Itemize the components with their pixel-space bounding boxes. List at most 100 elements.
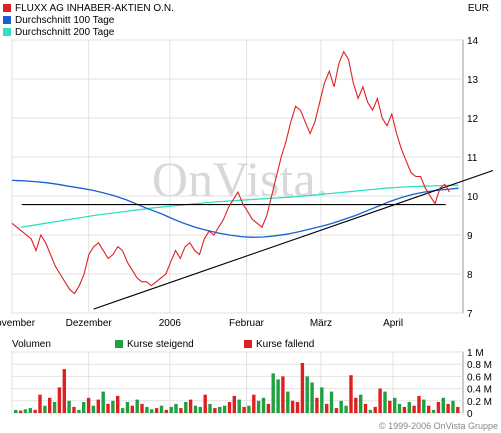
volume-bar	[325, 403, 329, 413]
volume-bars	[14, 363, 460, 414]
volume-bar	[290, 400, 295, 413]
legend-label-ma100: Durchschnitt 100 Tage	[15, 15, 115, 26]
volume-bar	[397, 403, 402, 413]
volume-bar	[407, 402, 411, 413]
series-line-ma200	[20, 184, 459, 228]
x-tick-label: April	[383, 318, 403, 329]
volume-bar	[315, 397, 319, 414]
volume-bar	[388, 400, 392, 413]
price-series	[11, 50, 494, 310]
volume-bar	[145, 406, 149, 413]
volume-bar	[184, 402, 188, 413]
legend-label-price: FLUXX AG INHABER-AKTIEN O.N.	[15, 3, 174, 14]
swatch-up	[115, 340, 123, 348]
price-y-tick-label: 14	[467, 36, 479, 47]
volume-bar	[213, 408, 217, 413]
volume-bar	[422, 399, 426, 413]
volume-bar	[271, 373, 275, 413]
volume-bar	[256, 400, 261, 413]
volume-bar	[339, 400, 343, 413]
volume-bar	[261, 397, 266, 414]
volume-bar	[164, 409, 168, 413]
volume-bar	[456, 406, 460, 413]
volume-bar	[150, 409, 154, 413]
legend-label-up: Kurse steigend	[127, 339, 194, 350]
volume-bar	[198, 406, 202, 413]
volume-bar	[57, 387, 62, 413]
volume-bar	[354, 397, 358, 414]
volume-bar	[286, 391, 290, 413]
volume-bar	[383, 391, 387, 413]
volume-bar	[368, 409, 373, 413]
legend-item-ma200: Durchschnitt 200 Tage	[3, 27, 174, 39]
volume-bar	[222, 405, 227, 413]
volume-bar	[359, 394, 363, 413]
volume-bar	[431, 409, 436, 413]
volume-bar	[242, 406, 246, 413]
volume-y-tick-label: 0.2 M	[467, 397, 492, 408]
legend-label-ma200: Durchschnitt 200 Tage	[15, 27, 115, 38]
volume-bar	[120, 408, 125, 413]
trend-line	[93, 169, 494, 310]
volume-bar	[281, 376, 285, 413]
legend-swatch-ma100	[3, 16, 11, 24]
price-y-tick-label: 7	[467, 309, 473, 320]
swatch-down	[244, 340, 252, 348]
price-y-tick-label: 13	[467, 75, 479, 86]
volume-bar	[33, 409, 37, 413]
volume-bar	[77, 409, 81, 413]
volume-bar	[125, 402, 130, 413]
chart-legend: FLUXX AG INHABER-AKTIEN O.N. Durchschnit…	[3, 3, 174, 39]
volume-bar	[227, 402, 232, 413]
volume-bar	[232, 395, 236, 413]
volume-bar	[427, 405, 431, 413]
watermark: OnVista.	[152, 151, 328, 207]
x-tick-label: 2006	[159, 318, 182, 329]
volume-bar	[218, 406, 222, 413]
volume-bar	[402, 406, 407, 413]
volume-bar	[417, 395, 421, 413]
volume-bar	[96, 399, 100, 413]
volume-legend-up: Kurse steigend	[115, 339, 194, 350]
volume-bar	[373, 406, 377, 413]
legend-label-down: Kurse fallend	[256, 339, 315, 350]
volume-bar	[446, 403, 450, 413]
volume-bar	[86, 397, 91, 414]
price-y-tick-label: 9	[467, 231, 473, 242]
volume-bar	[135, 399, 139, 413]
volume-bar	[116, 395, 120, 413]
volume-bar	[91, 405, 96, 413]
price-y-tick-label: 8	[467, 270, 473, 281]
volume-bar	[441, 397, 445, 414]
volume-bar	[154, 408, 159, 413]
volume-bar	[412, 405, 416, 413]
volume-bar	[159, 405, 164, 413]
volume-bar	[276, 379, 280, 413]
volume-y-tick-label: 0.4 M	[467, 385, 492, 396]
x-tick-label: März	[310, 318, 332, 329]
volume-bar	[130, 405, 134, 413]
volume-bar	[329, 391, 334, 413]
volume-bar	[140, 403, 144, 413]
volume-bar	[38, 394, 42, 413]
volume-bar	[237, 399, 241, 413]
x-axis-ticks: November Dezember 2006 Februar März April	[0, 318, 403, 329]
x-tick-label: Februar	[229, 318, 265, 329]
price-y-tick-label: 10	[467, 192, 479, 203]
volume-bar	[305, 376, 309, 413]
volume-bar	[23, 409, 28, 413]
volume-bar	[252, 394, 256, 413]
volume-bar	[62, 369, 66, 413]
volume-bar	[344, 405, 348, 413]
volume-bar	[295, 402, 300, 413]
volume-bar	[18, 410, 23, 413]
volume-bar	[349, 375, 353, 413]
volume-bar	[67, 400, 71, 413]
volume-bar	[72, 406, 76, 413]
volume-bar	[310, 382, 314, 413]
volume-legend: Volumen Kurse steigend Kurse fallend	[12, 339, 492, 351]
volume-bar	[247, 405, 251, 413]
volume-bar	[436, 402, 441, 413]
volume-bar	[208, 403, 212, 413]
volume-bar	[334, 408, 339, 413]
